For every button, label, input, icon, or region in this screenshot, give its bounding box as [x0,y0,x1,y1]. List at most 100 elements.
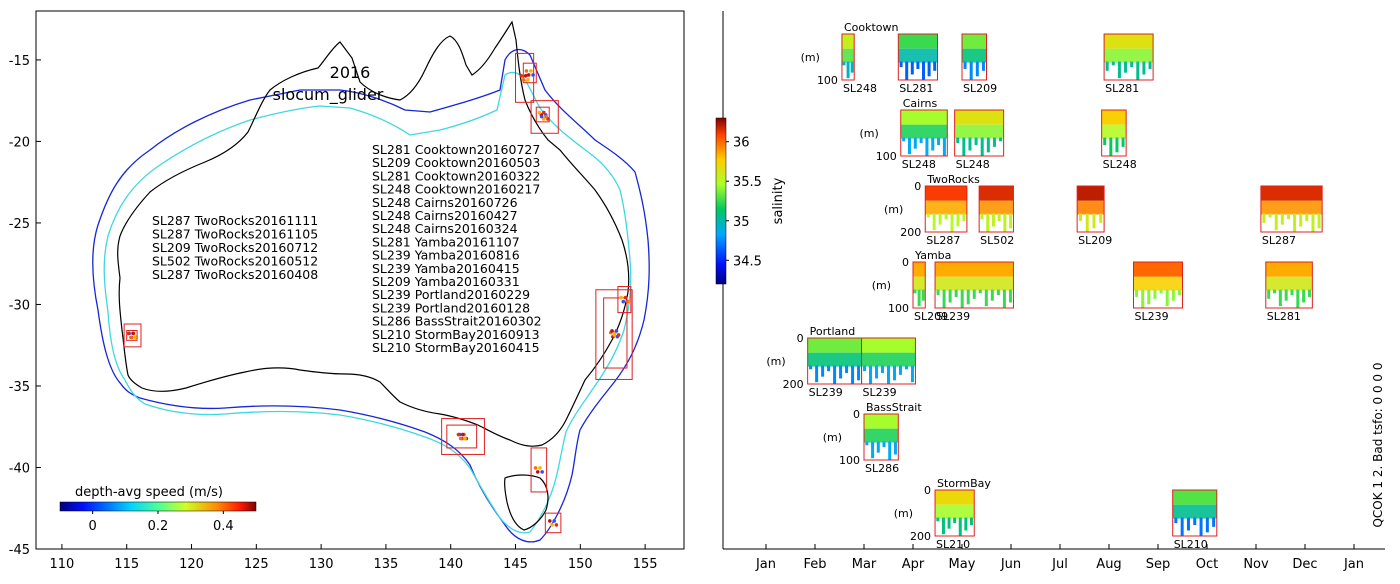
salinity-profile [1115,137,1119,153]
salinity-profile [1130,61,1134,68]
region-box-cairns [535,106,550,123]
region-boxes [123,52,633,534]
salinity-profile [1273,289,1277,294]
map-x-tick-label: 150 [568,557,593,572]
salinity-profile [1103,137,1107,145]
glider-panel-label: SL209 [914,310,948,323]
salinity-profile [1105,61,1109,71]
salinity-profile [932,213,936,231]
glider-panel-frame [1265,261,1313,309]
max-depth-label: 200 [783,378,804,391]
salinity-profile [1286,213,1290,220]
salinity-profile [1079,213,1083,221]
glider-track-point [526,78,530,82]
glider-track-point [133,335,138,340]
salinity-profile [1199,517,1203,536]
salinity-mid-band [900,124,948,139]
glider-track-point [548,519,552,523]
salinity-surface-band [864,414,899,429]
month-tick-label: Dec [1292,557,1317,572]
month-tick-label: Jul [1051,557,1068,572]
salinity-profile [958,517,962,536]
map-panel: depth-avg speed (m/s) 0 0.2 0.4 2016 slocu… [9,10,685,572]
glider-track-point [458,436,463,441]
salinity-surface-band [962,34,987,49]
region-box-cooktown [522,62,537,84]
map-x-tick-label: 120 [179,557,204,572]
map-y-tick-label: -30 [9,298,30,313]
map-x-tick-label: 135 [374,557,399,572]
west-deployment-entry: SL209 TwoRocks20160712 [152,240,318,255]
salinity-profile [1307,289,1311,297]
salinity-profile [1008,289,1012,303]
salinity-profile [938,213,942,225]
salinity-mid-band [913,276,926,291]
glider-track-point [612,333,617,337]
zero-depth-label: 0 [914,180,921,193]
max-depth-label: 200 [910,530,931,543]
glider-track-point [625,299,630,304]
glider-panel-label: SL248 [1103,158,1137,171]
salinity-profile [871,441,875,459]
salinity-mid-band [1104,48,1154,63]
month-axis: Jan Feb Mar Apr May Jun Jul Aug Sep Oct Nov Dec Jan [755,544,1364,572]
salinity-mid-band [1077,200,1105,215]
salinity-profile [1165,289,1169,307]
glider-panel-frame [1133,261,1183,309]
glider-track-point [610,329,614,333]
glider-track-point [552,519,557,523]
salinity-profile [962,137,966,156]
glider-panel-frame [900,109,948,157]
glider-track-point [614,329,619,333]
region-box-yamba [617,286,632,314]
salinity-profile [875,365,879,379]
salinity-surface-band [1101,110,1127,125]
glider-track-point [541,117,546,121]
salinity-profile [1148,61,1152,69]
salinity-profile [1153,289,1157,299]
region-box-tworocks [123,323,142,348]
glider-track-point [535,470,540,474]
glider-panel-label: SL281 [1267,310,1301,323]
glider-panel-label: SL248 [956,158,990,171]
salinity-mid-band [1265,276,1313,291]
salinity-profile [876,441,880,453]
salinity-surface-band [841,34,855,49]
qc-side-label: QCOK 1 2. Bad tsfo: 0 0 0 0 [1371,362,1385,527]
salinity-surface-band [935,490,975,505]
salinity-mid-band [898,48,938,63]
salinity-mid-band [1133,276,1183,291]
max-depth-label: 100 [876,150,897,163]
salinity-mid-band [807,352,862,367]
salinity-mid-band [841,48,855,63]
salinity-surface-band [913,262,926,277]
salinity-colorbar-bar [715,117,727,285]
map-x-tick-label: 130 [309,557,334,572]
salinity-profile [942,289,946,308]
salinity-profile [986,137,990,153]
salinity-profile [845,365,849,373]
depth-unit-label: (m) [884,203,903,216]
salinity-profile [1109,137,1113,156]
east-deployment-entry: SL281 Yamba20161107 [372,234,520,249]
map-x-tick-label: 110 [50,557,75,572]
region-name: BassStrait [866,401,922,414]
salinity-profile [956,137,960,144]
salinity-colorbar-tick-label: 35.5 [733,175,762,190]
salinity-mid-band [935,504,975,519]
salinity-mid-band [935,276,1014,291]
salinity-profile [1121,137,1125,147]
salinity-profile [1159,289,1163,294]
salinity-profile [1296,289,1300,308]
region-name: TwoRocks [926,173,980,186]
salinity-profile [975,61,979,77]
salinity-profile [974,137,978,145]
month-tick-label: Oct [1196,557,1218,572]
salinity-profile [1212,517,1216,527]
glider-track-point [550,523,554,527]
salinity-profile [1009,213,1013,229]
salinity-profile [842,61,846,66]
salinity-profile [969,517,973,525]
